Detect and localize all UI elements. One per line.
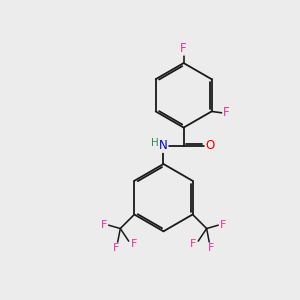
Text: F: F	[113, 243, 119, 253]
Text: H: H	[151, 138, 159, 148]
Text: F: F	[208, 243, 214, 253]
Text: F: F	[180, 42, 187, 55]
Text: F: F	[223, 106, 230, 119]
Text: N: N	[159, 139, 168, 152]
Text: F: F	[219, 220, 226, 230]
Text: F: F	[101, 220, 107, 230]
Text: F: F	[190, 239, 196, 249]
Text: O: O	[206, 139, 214, 152]
Text: F: F	[130, 239, 137, 249]
